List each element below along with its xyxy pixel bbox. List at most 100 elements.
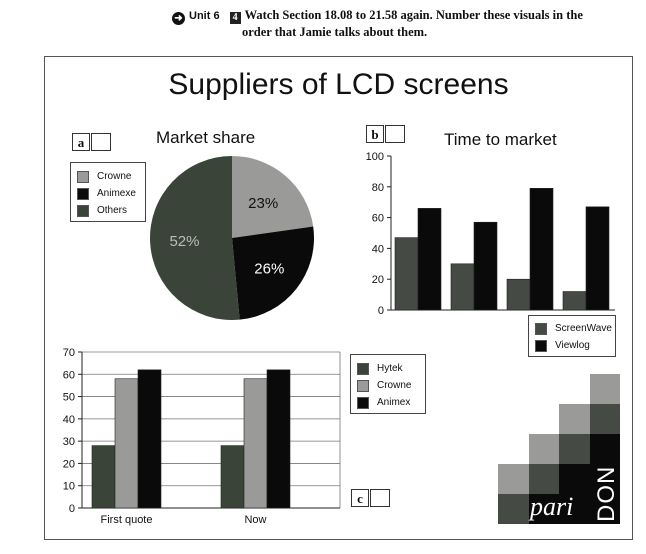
panel-c-answer-box[interactable] (370, 489, 390, 507)
pie-legend-item: Crowne (77, 168, 139, 185)
bar-hytek (220, 445, 245, 509)
legend-swatch (357, 396, 369, 409)
y-tick-label: 40 (372, 243, 384, 255)
y-tick-label: 70 (63, 347, 75, 359)
y-tick-label: 20 (63, 458, 75, 470)
bar-animex (266, 369, 291, 509)
logo-square (589, 374, 620, 404)
logo-square (559, 464, 590, 494)
logo-square (589, 434, 620, 464)
instruction: ➜ Unit 6 4 Watch Section 18.08 to 21.58 aga… (172, 8, 632, 40)
main-title: Suppliers of LCD screens (168, 68, 509, 101)
logo-square (589, 494, 620, 524)
bar-screenwave (450, 263, 475, 311)
bar-crowne (114, 378, 139, 509)
legend-swatch (357, 362, 369, 375)
y-tick-label: 60 (372, 213, 384, 225)
bar-viewlog (585, 206, 610, 311)
logo-square (528, 434, 559, 464)
panel-b-answer-box[interactable] (385, 125, 405, 143)
instruction-line2: order that Jamie talks about them. (242, 25, 428, 39)
logo-square (498, 464, 529, 494)
pie-label: 52% (169, 233, 199, 250)
y-tick-label: 20 (372, 274, 384, 286)
legend-swatch (77, 204, 89, 217)
y-tick-label: 50 (63, 392, 75, 404)
legend-label: Crowne (97, 171, 132, 182)
legend-label: Animex (377, 397, 411, 408)
bar-c-legend-item: Animex (357, 394, 419, 411)
bar-b-legend-item: Viewlog (535, 337, 609, 354)
bar-b-legend: ScreenWave Viewlog (528, 315, 616, 357)
y-tick-label: 60 (63, 369, 75, 381)
pie-slice-crowne (232, 156, 314, 238)
logo-square (589, 464, 620, 494)
logo-square (559, 404, 590, 434)
pie-chart: 23% 26% 52% (149, 156, 314, 321)
pie-label: 23% (248, 195, 278, 212)
y-tick-label: 30 (63, 436, 75, 448)
panel-c-letter: c (351, 489, 369, 507)
pie-legend-item: Others (77, 202, 139, 219)
legend-swatch (535, 322, 547, 335)
legend-label: Hytek (377, 363, 403, 374)
y-tick-label: 0 (378, 305, 384, 317)
legend-label: ScreenWave (555, 323, 612, 334)
legend-swatch (77, 170, 89, 183)
panel-b-letter: b (366, 125, 384, 143)
logo-pari-text: pari (530, 492, 574, 521)
bar-screenwave (562, 291, 587, 311)
logo-square (498, 494, 529, 524)
bar-hytek (91, 445, 116, 509)
y-tick-label: 0 (69, 503, 75, 515)
bar-viewlog (473, 221, 498, 311)
bar-crowne (243, 378, 268, 509)
x-tick-label: First quote (101, 514, 153, 526)
pie-label: 26% (254, 260, 284, 277)
logo-square (528, 464, 559, 494)
x-tick-label: Now (244, 514, 266, 526)
unit-label: Unit 6 (189, 10, 220, 22)
pie-title: Market share (156, 128, 256, 147)
legend-label: Viewlog (555, 340, 590, 351)
bar-b-legend-item: ScreenWave (535, 320, 612, 337)
panel-a-answer-box[interactable] (91, 133, 111, 151)
panel-a-letter: a (72, 133, 90, 151)
arrow-icon: ➜ (172, 12, 185, 25)
paridon-logo: pari DON (498, 374, 620, 524)
bar-viewlog (417, 208, 442, 311)
bar-c-legend-item: Crowne (357, 377, 419, 394)
y-tick-label: 40 (63, 414, 75, 426)
pie-legend-item: Animexe (77, 185, 139, 202)
legend-label: Crowne (377, 380, 412, 391)
pie-legend: Crowne Animexe Others (70, 162, 146, 222)
bar-chart-c: 0 10 20 30 40 50 60 70 First quote Now (63, 347, 341, 526)
legend-label: Others (97, 205, 128, 216)
legend-label: Animexe (97, 188, 136, 199)
legend-swatch (77, 187, 89, 200)
logo-square (528, 494, 559, 524)
legend-swatch (357, 379, 369, 392)
visuals-frame (44, 56, 633, 540)
bar-screenwave (506, 278, 531, 311)
y-tick-label: 10 (63, 481, 75, 493)
y-tick-label: 80 (372, 182, 384, 194)
instruction-line1: Watch Section 18.08 to 21.58 again. Numb… (244, 8, 583, 22)
y-tick-label: 100 (366, 151, 384, 163)
bar-viewlog (529, 188, 554, 311)
logo-square (559, 434, 590, 464)
logo-square (589, 404, 620, 434)
bar-chart-b: 0 20 40 60 80 100 (366, 151, 615, 317)
logo-don-text: DON (593, 465, 620, 522)
legend-swatch (535, 339, 547, 352)
logo-square (559, 494, 590, 524)
bar-chart-b-title: Time to market (444, 130, 557, 149)
bar-screenwave (394, 237, 419, 311)
exercise-number: 4 (229, 12, 241, 24)
pie-slice-animexe (232, 226, 314, 320)
bar-c-legend-item: Hytek (357, 360, 419, 377)
pie-slice-others (149, 156, 240, 321)
bar-c-legend: Hytek Crowne Animex (350, 354, 426, 414)
bar-animex (137, 369, 162, 509)
